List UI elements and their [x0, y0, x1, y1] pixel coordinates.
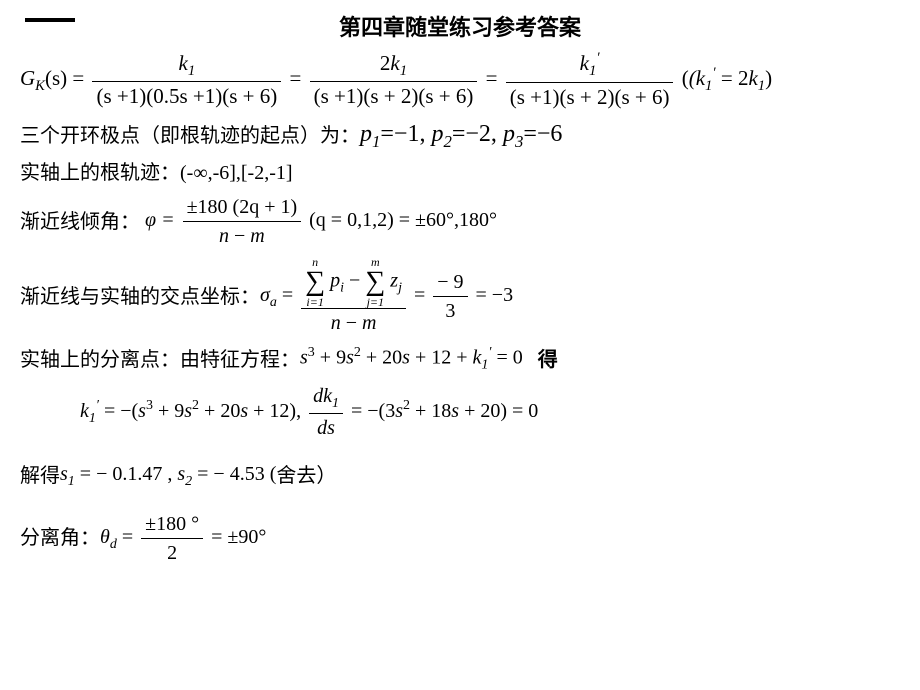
poles-line: 三个开环极点（即根轨迹的起点）为： p1=−1, p2=−2, p3=−6	[20, 118, 900, 153]
breakaway-line: 实轴上的分离点：由特征方程： s3 + 9s2 + 20s + 12 + k1′…	[20, 343, 900, 375]
asymptote-intersect-line: 渐近线与实轴的交点坐标： σa = n∑i=1 pi − m∑j=1 zj n …	[20, 256, 900, 337]
asymptote-angle-line: 渐近线倾角： φ = ±180 (2q + 1) n − m (q = 0,1,…	[20, 193, 900, 250]
k1-derivative-line: k1′ = −(s3 + 9s2 + 20s + 12), dk1 ds = −…	[80, 382, 900, 443]
page-title: 第四章随堂练习参考答案	[20, 10, 900, 42]
real-axis-line: 实轴上的根轨迹： (-∞,-6],[-2,-1]	[20, 159, 900, 187]
solve-line: 解得 s1 = − 0.1.47 , s2 = − 4.53 ( 舍去）	[20, 460, 900, 492]
dash-marker	[25, 18, 75, 22]
equation-gk: GK(s) = k1 (s +1)(0.5s +1)(s + 6) = 2k1 …	[20, 48, 900, 112]
separation-angle-line: 分离角： θd = ±180 ° 2 = ±90°	[20, 510, 900, 567]
